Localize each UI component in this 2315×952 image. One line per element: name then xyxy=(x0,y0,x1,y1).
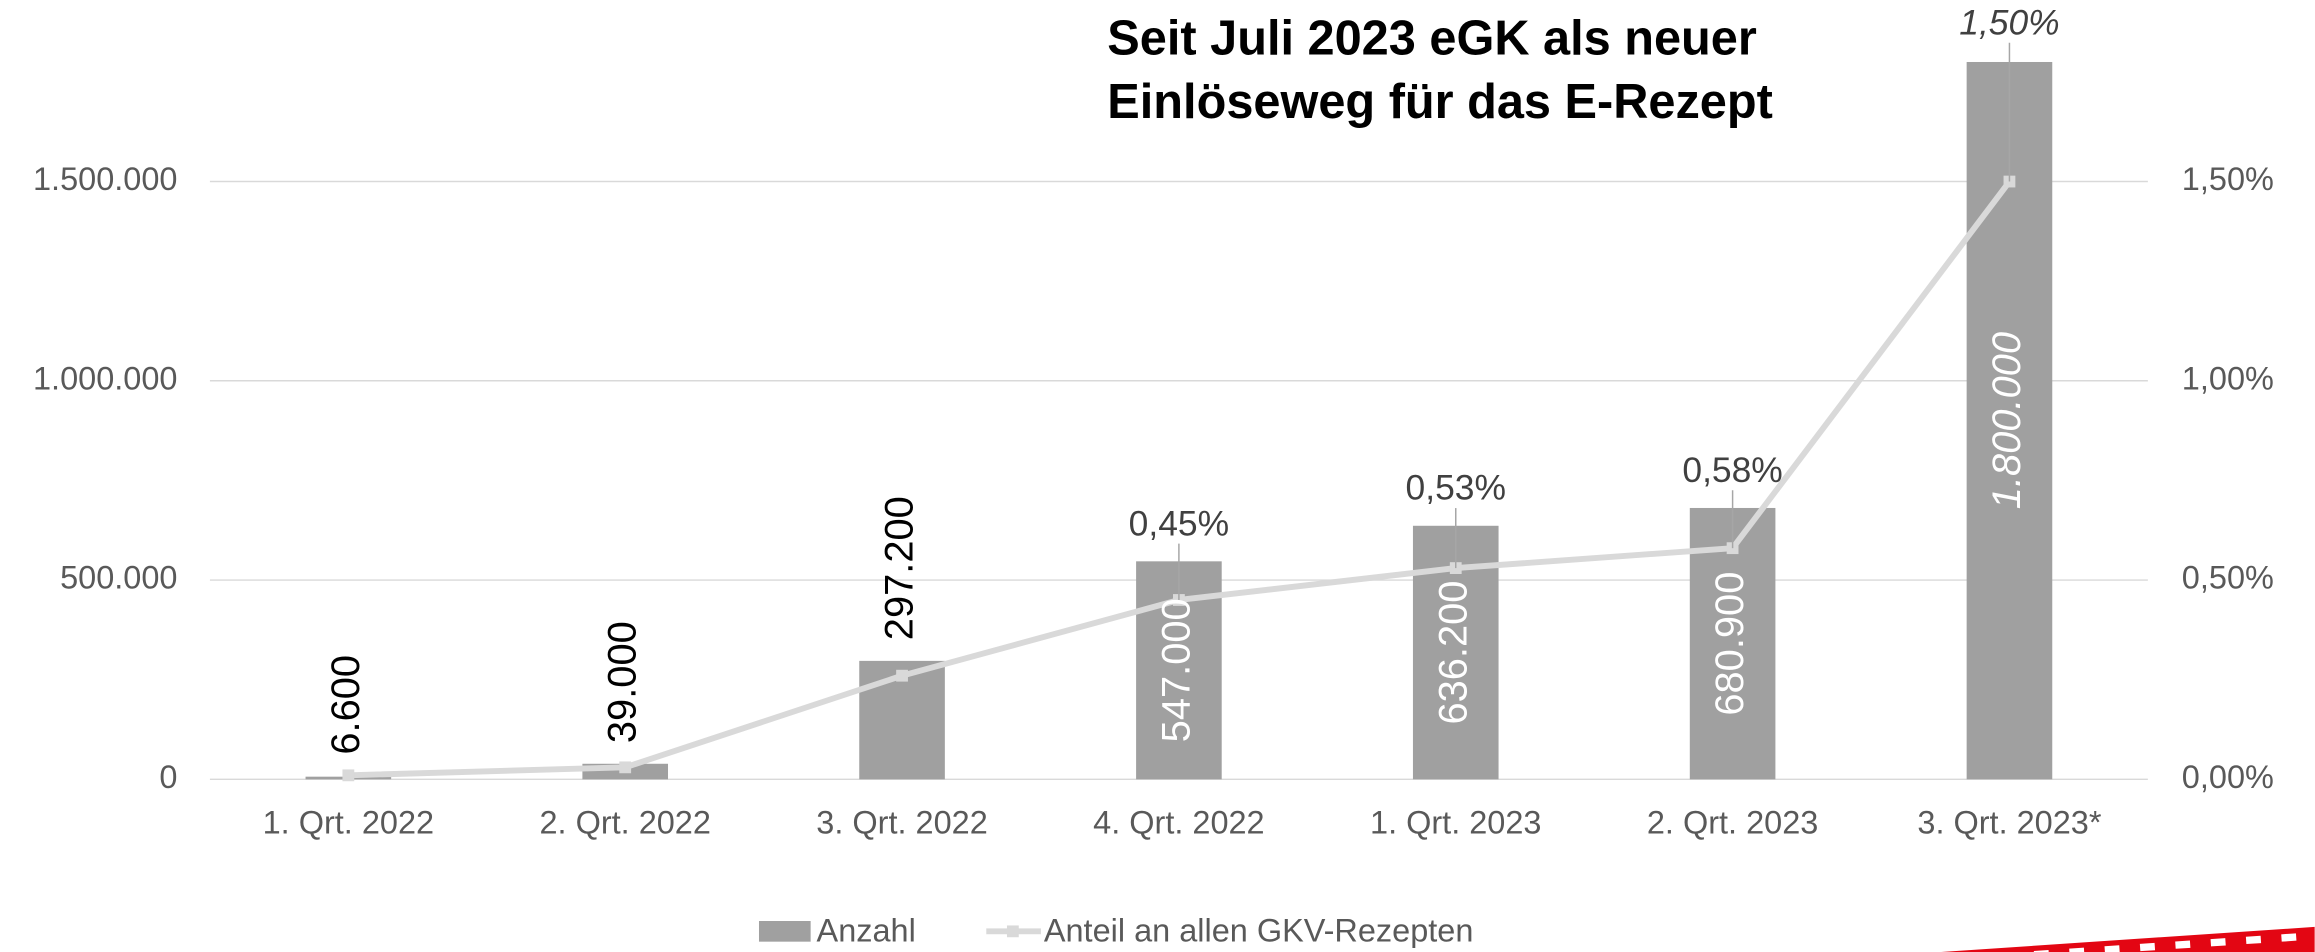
legend-marker xyxy=(1006,925,1019,938)
x-tick-label: 1. Qrt. 2023 xyxy=(1370,805,1541,841)
legend-swatch xyxy=(758,921,811,942)
y2-tick-label: 1,50% xyxy=(2182,161,2274,197)
bar-value-label: 636.200 xyxy=(1431,581,1475,725)
line-value-label: 0,53% xyxy=(1406,468,1506,508)
x-tick-label: 1. Qrt. 2022 xyxy=(263,805,434,841)
bar-value-label: 680.900 xyxy=(1708,572,1752,716)
y2-tick-label: 1,00% xyxy=(2182,360,2274,396)
line-marker xyxy=(896,669,908,682)
y-tick-label: 1.500.000 xyxy=(33,161,177,197)
bar-value-label: 1.800.000 xyxy=(1985,332,2029,509)
stripe-gaps xyxy=(2018,932,2315,952)
x-tick-label: 2. Qrt. 2022 xyxy=(539,805,710,841)
bar-value-label: 6.600 xyxy=(324,655,368,755)
line-value-label: 1,50% xyxy=(1959,2,2059,42)
x-tick-label: 4. Qrt. 2022 xyxy=(1093,805,1264,841)
line-marker xyxy=(342,769,355,782)
bar-value-label: 297.200 xyxy=(878,496,922,640)
y-tick-label: 0 xyxy=(159,759,177,795)
x-tick-label: 2. Qrt. 2023 xyxy=(1647,805,1818,841)
y-tick-label: 500.000 xyxy=(60,560,177,596)
decoration xyxy=(1941,926,2315,952)
chart-title: Seit Juli 2023 eGK als neuer xyxy=(1107,12,1757,66)
chart-title: Einlöseweg für das E-Rezept xyxy=(1107,75,1773,129)
y-tick-label: 1.000.000 xyxy=(33,360,177,396)
line-value-label: 0,45% xyxy=(1129,503,1229,543)
y2-tick-label: 0,00% xyxy=(2182,759,2274,795)
legend-label: Anzahl xyxy=(817,912,916,948)
bar-value-label: 547.000 xyxy=(1154,598,1198,742)
x-tick-label: 3. Qrt. 2022 xyxy=(816,805,987,841)
legend-label: Anteil an allen GKV-Rezepten xyxy=(1044,912,1474,948)
line-marker xyxy=(619,761,632,774)
y2-tick-label: 0,50% xyxy=(2182,560,2274,596)
bar-value-label: 39.000 xyxy=(601,621,645,743)
x-tick-label: 3. Qrt. 2023* xyxy=(1917,805,2101,841)
line-value-label: 0,58% xyxy=(1682,450,1782,490)
